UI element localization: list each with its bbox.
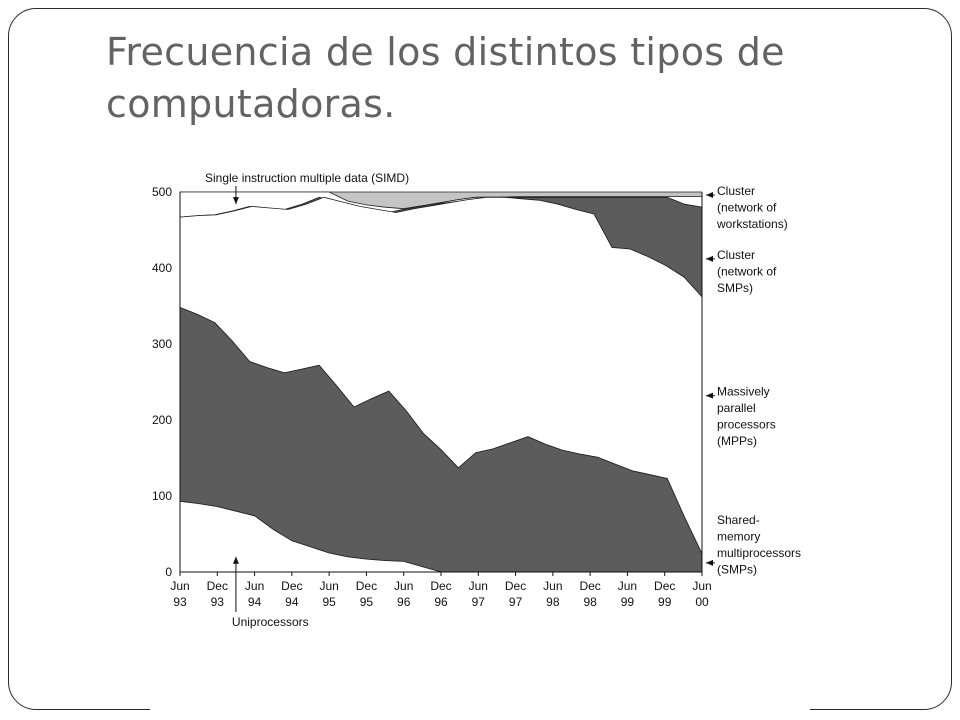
x-tick-label-month: Jun: [543, 579, 562, 593]
series-arrow-head: [706, 392, 713, 399]
x-tick-label-month: Dec: [430, 579, 451, 593]
x-tick-label-year: 93: [173, 595, 187, 609]
annotation-simd-arrow: [232, 197, 239, 205]
x-tick-label-year: 94: [248, 595, 262, 609]
x-tick-label-year: 94: [285, 595, 299, 609]
x-tick-label-year: 99: [621, 595, 635, 609]
x-tick-label-month: Dec: [654, 579, 675, 593]
x-tick-label-month: Dec: [281, 579, 302, 593]
series-label-line: Cluster: [717, 248, 755, 262]
chart: 0 100 200 300 400 500 Jun 93 Dec 93 Jun 94 Dec 94 Jun 9…: [120, 160, 840, 640]
series-label-line: Shared-: [717, 513, 760, 527]
slide-frame-gap: [150, 702, 810, 714]
series-label-line: processors: [717, 418, 776, 432]
series-label-line: Massively: [717, 385, 770, 399]
x-tick-label-month: Dec: [505, 579, 526, 593]
series-label-line: memory: [717, 529, 760, 543]
series-arrow-head: [706, 255, 713, 262]
x-tick-label-year: 00: [695, 595, 709, 609]
x-tick-label-month: Jun: [692, 579, 711, 593]
annotation-uniprocessors: Uniprocessors: [232, 615, 309, 629]
annotation-uni-arrow: [232, 556, 239, 564]
x-tick-label-month: Jun: [170, 579, 189, 593]
series-label-line: (SMPs): [717, 562, 757, 576]
x-tick-label-year: 93: [211, 595, 225, 609]
slide-title: Frecuencia de los distintos tipos de com…: [106, 30, 785, 126]
x-tick-label-month: Jun: [618, 579, 637, 593]
y-tick-label: 0: [165, 565, 172, 579]
y-tick-label: 100: [152, 489, 172, 503]
x-tick-label-month: Jun: [394, 579, 413, 593]
series-label-line: SMPs): [717, 281, 753, 295]
chart-svg: 0 100 200 300 400 500 Jun 93 Dec 93 Jun 94 Dec 94 Jun 9…: [152, 171, 801, 629]
series-arrow-head: [706, 559, 713, 566]
x-tick-label-year: 96: [434, 595, 448, 609]
x-tick-label-month: Jun: [319, 579, 338, 593]
x-tick-label-year: 99: [658, 595, 672, 609]
y-tick-label: 200: [152, 413, 172, 427]
x-tick-label-month: Dec: [356, 579, 377, 593]
series-label-line: multiprocessors: [717, 546, 801, 560]
y-tick-label: 400: [152, 261, 172, 275]
series-label-line: (MPPs): [717, 434, 757, 448]
y-tick-label: 500: [152, 185, 172, 199]
x-tick-label-year: 95: [322, 595, 336, 609]
x-tick-label-year: 96: [397, 595, 411, 609]
x-tick-label-year: 95: [360, 595, 374, 609]
annotation-simd: Single instruction multiple data (SIMD): [205, 171, 409, 185]
series-label-line: Cluster: [717, 184, 755, 198]
series-label-line: parallel: [717, 401, 756, 415]
series-label-line: workstations): [716, 217, 788, 231]
x-tick-label-month: Dec: [579, 579, 600, 593]
x-tick-label-year: 98: [583, 595, 597, 609]
x-tick-label-month: Jun: [245, 579, 264, 593]
series-arrow-head: [706, 192, 713, 199]
series-label-line: (network of: [717, 201, 777, 215]
x-tick-label-month: Jun: [469, 579, 488, 593]
y-tick-label: 300: [152, 337, 172, 351]
x-tick-label-month: Dec: [207, 579, 228, 593]
x-tick-label-year: 98: [546, 595, 560, 609]
series-label-line: (network of: [717, 264, 777, 278]
x-tick-label-year: 97: [509, 595, 523, 609]
x-tick-label-year: 97: [472, 595, 486, 609]
